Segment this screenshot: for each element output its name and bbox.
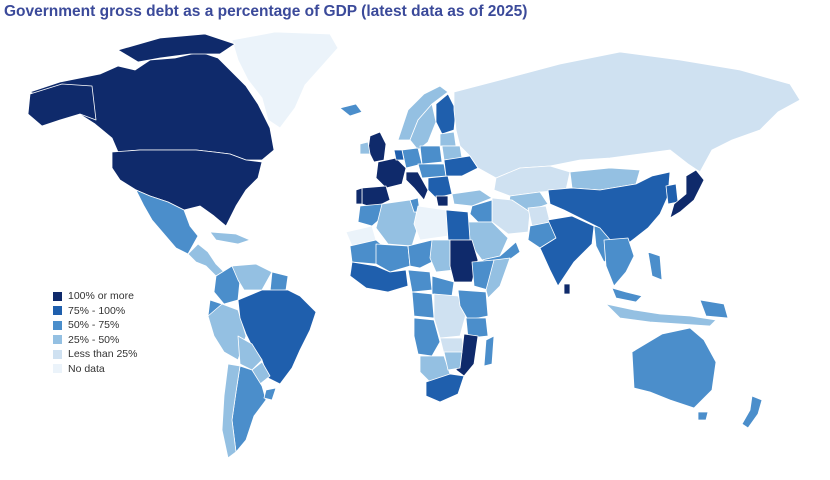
- region-ireland: [359, 141, 371, 155]
- region-baltics: [439, 131, 457, 147]
- region-benelux: [393, 149, 405, 161]
- map-legend: 100% or more 75% - 100% 50% - 75% 25% - …: [53, 289, 137, 376]
- region-south-africa: [425, 373, 465, 403]
- region-alaska: [27, 83, 97, 127]
- legend-label: No data: [68, 362, 105, 375]
- legend-label: 100% or more: [68, 290, 134, 302]
- region-turkey: [451, 189, 493, 207]
- region-cameroon-gabon: [411, 291, 435, 319]
- legend-swatch: [53, 335, 62, 344]
- region-bolivia: [237, 335, 263, 371]
- region-indochina: [603, 237, 635, 287]
- region-korea: [665, 183, 679, 205]
- region-australia: [631, 327, 717, 409]
- region-russia: [453, 51, 801, 179]
- legend-item-under-25: Less than 25%: [53, 347, 137, 361]
- region-philippines: [647, 251, 663, 281]
- region-guianas: [269, 271, 289, 293]
- region-china: [547, 171, 671, 243]
- region-japan: [669, 169, 705, 219]
- region-central-europe: [417, 163, 447, 179]
- region-somalia: [485, 257, 511, 299]
- region-tanzania: [465, 317, 489, 339]
- legend-item-no-data: No data: [53, 362, 137, 376]
- region-caribbean: [209, 231, 251, 245]
- region-balkans: [427, 175, 453, 199]
- legend-swatch: [53, 320, 62, 330]
- region-sudan: [449, 239, 479, 283]
- region-ukraine: [443, 155, 479, 177]
- region-arctic-islands: [117, 33, 236, 63]
- region-united-kingdom: [367, 131, 387, 163]
- region-indonesia: [605, 303, 717, 327]
- region-chad: [429, 239, 455, 273]
- region-madagascar: [483, 335, 495, 367]
- legend-item-25-50: 25% - 50%: [53, 333, 137, 347]
- legend-item-50-75: 50% - 75%: [53, 318, 137, 332]
- legend-label: Less than 25%: [68, 348, 138, 360]
- region-mali: [375, 243, 411, 273]
- legend-swatch: [53, 291, 62, 301]
- region-mexico: [135, 189, 199, 255]
- region-nigeria: [407, 269, 433, 293]
- region-poland: [419, 145, 443, 165]
- region-italy: [405, 171, 429, 201]
- region-central-african-republic: [431, 275, 455, 297]
- region-central-america: [187, 243, 225, 277]
- region-greece: [435, 195, 449, 207]
- legend-swatch: [53, 349, 62, 359]
- region-finland: [435, 93, 457, 135]
- legend-label: 25% - 50%: [68, 333, 120, 346]
- legend-swatch: [53, 364, 62, 373]
- legend-swatch: [53, 306, 62, 315]
- region-india: [539, 215, 595, 287]
- region-greenland: [231, 31, 339, 129]
- region-egypt: [445, 209, 471, 241]
- region-dr-congo: [433, 293, 467, 339]
- region-west-africa: [349, 261, 409, 293]
- region-united-states: [111, 149, 263, 227]
- region-brazil: [237, 289, 317, 385]
- legend-label: 75% - 100%: [68, 304, 126, 317]
- region-france: [375, 157, 407, 189]
- region-portugal: [355, 187, 363, 205]
- region-zimbabwe: [443, 351, 463, 371]
- region-new-zealand: [741, 395, 763, 429]
- region-chile: [221, 363, 241, 459]
- region-iceland: [339, 103, 363, 117]
- legend-item-over-100: 100% or more: [53, 289, 137, 303]
- region-malaysia: [611, 287, 643, 303]
- region-tasmania: [697, 411, 709, 421]
- region-sri-lanka: [563, 283, 571, 295]
- region-papua-new-guinea: [699, 299, 729, 319]
- legend-item-75-100: 75% - 100%: [53, 304, 137, 318]
- region-libya: [413, 205, 449, 241]
- map-title: Government gross debt as a percentage of…: [4, 3, 528, 20]
- legend-label: 50% - 75%: [68, 319, 120, 331]
- region-uruguay: [263, 387, 277, 401]
